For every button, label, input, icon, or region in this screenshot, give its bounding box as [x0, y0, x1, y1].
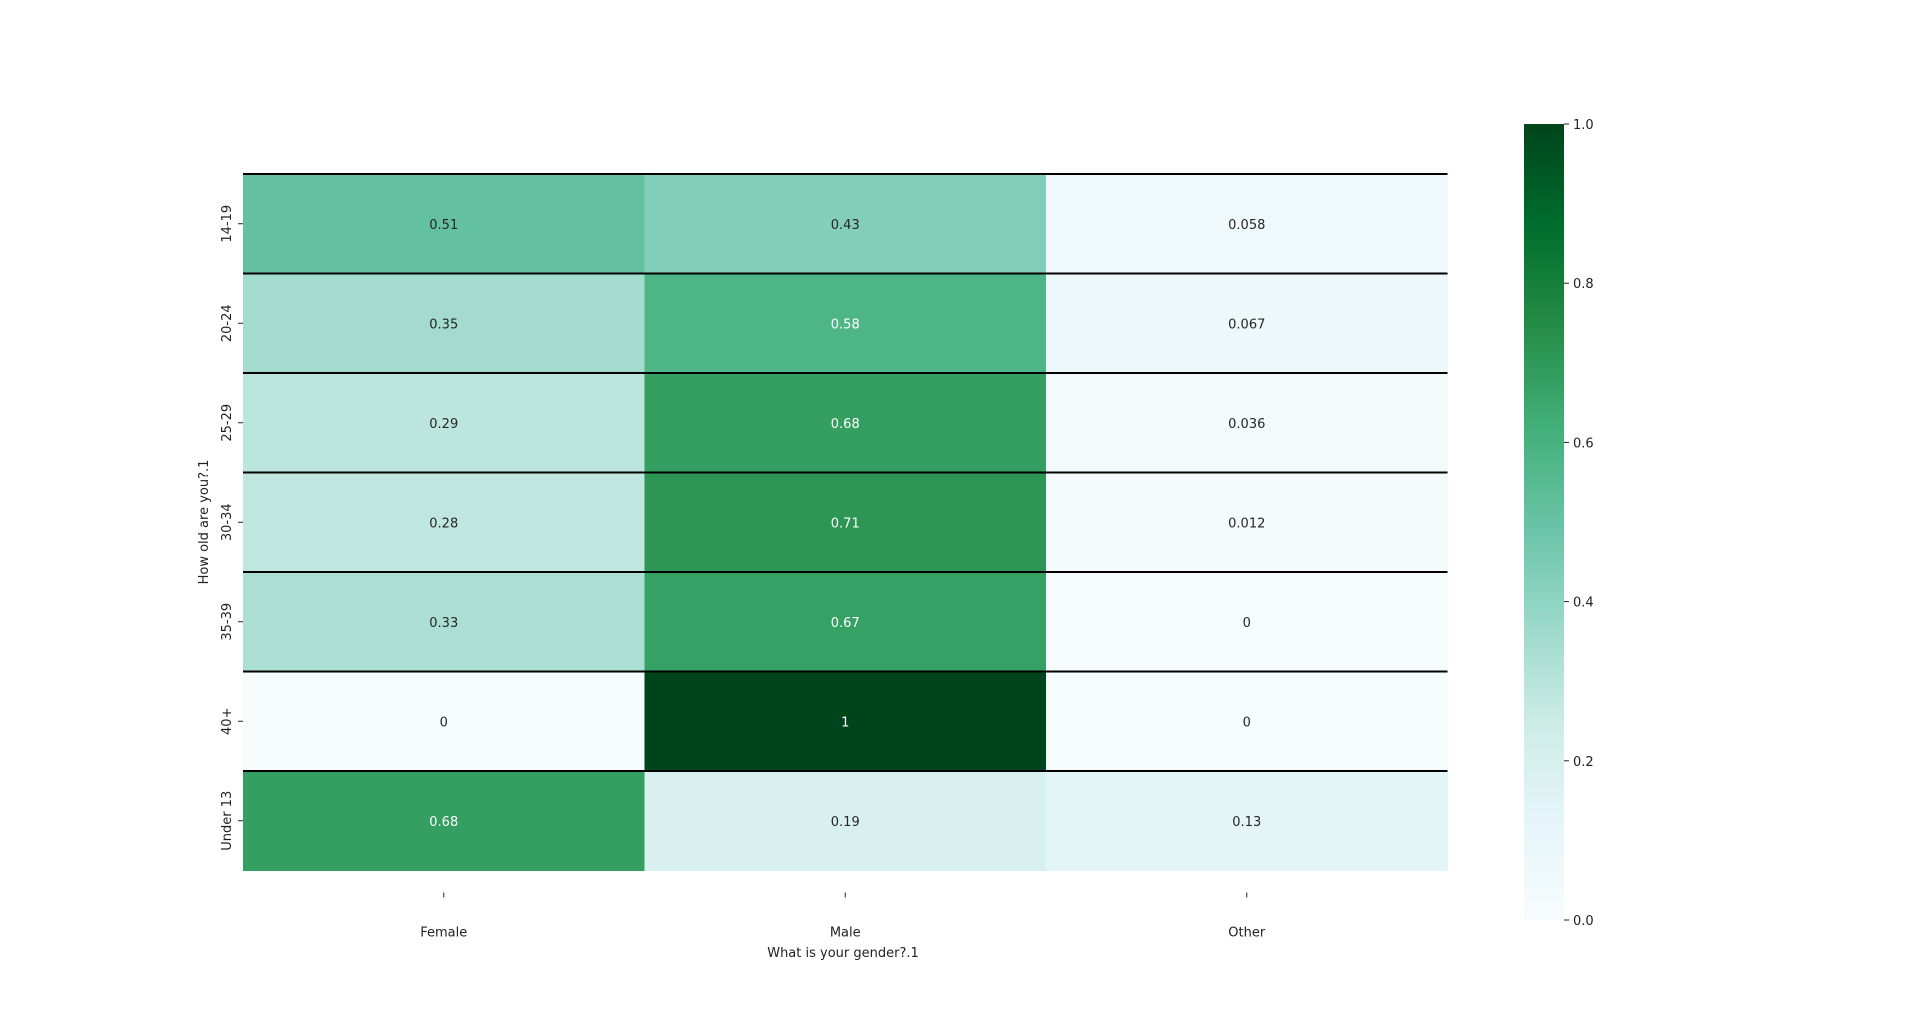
y-tick-label: 20-24 — [220, 304, 235, 342]
heatmap-cell — [1046, 174, 1448, 274]
colorbar: 0.0 0.2 0.4 0.6 0.8 1.0 — [1524, 118, 1594, 929]
cell-label: 0.68 — [831, 417, 860, 432]
cell-label: 0.29 — [429, 417, 458, 432]
colorbar-tick-label: 0.2 — [1573, 755, 1594, 770]
heatmap-cell — [644, 671, 1047, 772]
heatmap-cell — [1046, 671, 1448, 772]
y-tick-label: 40+ — [220, 708, 235, 735]
x-tick-label: Female — [420, 926, 467, 941]
heatmap-cell — [1046, 572, 1448, 672]
heatmap-cell — [243, 572, 645, 672]
heatmap-cell — [1046, 472, 1448, 573]
cell-label: 0.058 — [1228, 218, 1265, 233]
colorbar-tick-label: 0.0 — [1573, 914, 1594, 929]
y-tick-label: 30-34 — [220, 503, 235, 541]
x-tick-label: Other — [1228, 926, 1266, 941]
cell-label: 0.43 — [831, 218, 860, 233]
heatmap-cell — [644, 273, 1047, 374]
heatmap-cell — [644, 373, 1047, 473]
cell-label: 1 — [841, 715, 849, 730]
x-axis: Female Male Other — [420, 892, 1266, 941]
heatmap-cell — [644, 174, 1047, 274]
y-axis-label: How old are you?.1 — [197, 460, 212, 585]
heatmap-cell — [243, 771, 645, 871]
colorbar-tick-label: 0.6 — [1573, 436, 1594, 451]
cell-label: 0 — [440, 715, 448, 730]
colorbar-tick-label: 1.0 — [1573, 118, 1594, 133]
heatmap-cell — [1046, 273, 1448, 374]
x-tick-label: Male — [830, 926, 861, 941]
cell-label: 0.58 — [831, 317, 860, 332]
heatmap-cell — [1046, 771, 1448, 871]
heatmap-cell — [644, 472, 1047, 573]
heatmap-cell — [243, 472, 645, 573]
cell-label: 0.13 — [1232, 815, 1261, 830]
cell-label: 0.67 — [831, 616, 860, 631]
heatmap-cell — [1046, 373, 1448, 473]
cell-annotations: 0.51 0.43 0.058 0.35 0.58 0.067 0.29 0.68 0.036 0… — [429, 218, 1265, 830]
cell-label: 0.067 — [1228, 317, 1265, 332]
colorbar-tick-label: 0.4 — [1573, 596, 1594, 611]
colorbar-tick-label: 0.8 — [1573, 277, 1594, 292]
y-tick-label: 14-19 — [220, 205, 235, 243]
x-axis-label: What is your gender?.1 — [767, 946, 919, 961]
cell-label: 0.19 — [831, 815, 860, 830]
heatmap-cell — [243, 671, 645, 772]
cell-label: 0.51 — [429, 218, 458, 233]
cell-label: 0.68 — [429, 815, 458, 830]
cell-label: 0.33 — [429, 616, 458, 631]
cell-label: 0.28 — [429, 516, 458, 531]
cell-label: 0 — [1243, 616, 1251, 631]
heatmap-cell — [243, 373, 645, 473]
cell-label: 0 — [1243, 715, 1251, 730]
heatmap-cells — [243, 174, 1448, 871]
heatmap-cell — [644, 572, 1047, 672]
heatmap-cell — [243, 174, 645, 274]
row-separators — [243, 173, 1448, 772]
cell-label: 0.012 — [1228, 516, 1265, 531]
y-tick-label: 35-39 — [220, 603, 235, 641]
heatmap-cell — [243, 273, 645, 374]
heatmap-cell — [644, 771, 1047, 871]
colorbar-bar — [1524, 124, 1564, 920]
y-axis: 14-19 20-24 25-29 30-34 35-39 40+ Under 13 — [220, 205, 243, 851]
cell-label: 0.036 — [1228, 417, 1265, 432]
cell-label: 0.35 — [429, 317, 458, 332]
y-tick-label: 25-29 — [220, 404, 235, 442]
cell-label: 0.71 — [831, 516, 860, 531]
y-tick-label: Under 13 — [220, 791, 235, 851]
